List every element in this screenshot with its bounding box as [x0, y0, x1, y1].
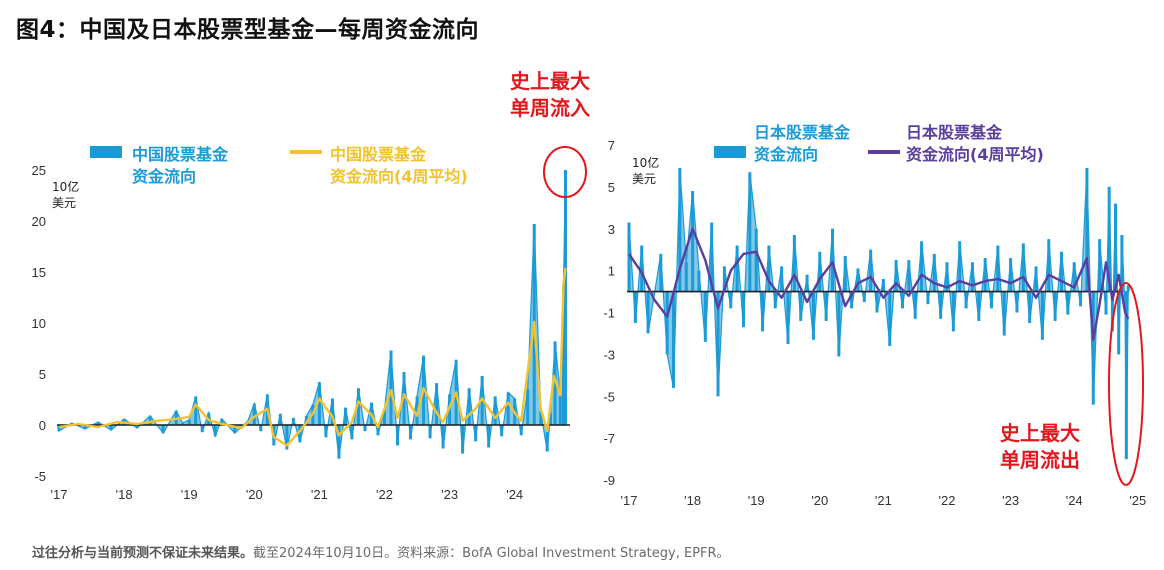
y-tick-label: 0: [39, 418, 46, 433]
x-tick-label: '22: [939, 493, 956, 508]
annotation-line2: 单周流入: [510, 96, 590, 120]
x-tick-label: '19: [181, 487, 198, 502]
y-tick-label: 3: [608, 222, 615, 237]
legend-label-line2: 资金流向: [754, 145, 818, 164]
y-tick-label: 15: [32, 265, 46, 280]
y-tick-label: 5: [608, 180, 615, 195]
japan-chart: 日本股票基金 资金流向 日本股票基金 资金流向(4周平均) 10亿 美元 7 5 3…: [603, 123, 1146, 508]
x-tick-label: '22: [376, 487, 393, 502]
x-tick-label: '23: [441, 487, 458, 502]
legend-swatch-bar: [714, 146, 746, 158]
japan-plot: [627, 167, 1130, 460]
y-unit-line2: 美元: [52, 196, 76, 210]
china-plot: [57, 169, 570, 459]
china-legend: 中国股票基金 资金流向 中国股票基金 资金流向(4周平均): [90, 145, 468, 186]
japan-legend: 日本股票基金 资金流向 日本股票基金 资金流向(4周平均): [714, 123, 1044, 164]
legend-label-line1: 日本股票基金: [754, 123, 851, 142]
four-week-average-line: [58, 267, 567, 447]
x-tick-label: '21: [875, 493, 892, 508]
annotation-line1: 史上最大: [510, 69, 590, 93]
y-tick-label: -5: [603, 389, 615, 404]
y-tick-label: 5: [39, 367, 46, 382]
y-tick-label: 7: [608, 138, 615, 153]
four-week-average-line: [628, 227, 1130, 341]
max-outflow-ellipse: [1108, 282, 1144, 486]
china-chart: 中国股票基金 资金流向 中国股票基金 资金流向(4周平均) 10亿 美元 252…: [32, 69, 590, 502]
x-tick-label: '17: [51, 487, 68, 502]
annotation-line2: 单周流出: [1000, 448, 1080, 472]
x-tick-label: '19: [748, 493, 765, 508]
legend-label-line1: 中国股票基金: [132, 145, 229, 164]
x-tick-label: '25: [1129, 493, 1146, 508]
y-tick-label: 20: [32, 214, 46, 229]
y-tick-label: -1: [603, 306, 615, 321]
x-tick-label: '20: [811, 493, 828, 508]
footnote-source: 截至2024年10月10日。资料来源：BofA Global Investmen…: [253, 546, 730, 561]
legend-label-line1: 中国股票基金: [330, 145, 427, 164]
x-tick-label: '24: [506, 487, 523, 502]
y-unit-line1: 10亿: [632, 155, 659, 170]
x-tick-label: '21: [311, 487, 328, 502]
china-y-ticks: 25 20 15 10 5 0 -5: [32, 163, 46, 484]
x-tick-label: '17: [621, 493, 638, 508]
legend-label-line2: 资金流向(4周平均): [906, 145, 1044, 164]
x-tick-label: '20: [246, 487, 263, 502]
y-tick-label: 25: [32, 163, 46, 178]
y-tick-label: -3: [603, 347, 615, 362]
x-tick-label: '18: [684, 493, 701, 508]
y-tick-label: -9: [603, 473, 615, 488]
legend-label-line2: 资金流向(4周平均): [330, 167, 468, 186]
japan-y-ticks: 7 5 3 1 -1 -3 -5 -7 -9: [603, 138, 615, 488]
page-title: 图4：中国及日本股票型基金—每周资金流向: [16, 17, 480, 43]
footnote: 过往分析与当前预测不保证未来结果。截至2024年10月10日。资料来源：BofA…: [32, 542, 730, 561]
y-tick-label: 10: [32, 316, 46, 331]
y-unit-line1: 10亿: [52, 179, 79, 194]
annotation-line1: 史上最大: [1000, 421, 1080, 445]
y-tick-label: -7: [603, 431, 615, 446]
y-tick-label: -5: [34, 469, 46, 484]
y-tick-label: 1: [608, 264, 615, 279]
max-inflow-circle: [543, 146, 587, 198]
x-tick-label: '18: [116, 487, 133, 502]
legend-label-line1: 日本股票基金: [906, 123, 1003, 142]
x-tick-label: '24: [1066, 493, 1083, 508]
china-x-ticks: '17 '18 '19 '20 '21 '22 '23 '24: [51, 487, 524, 502]
legend-label-line2: 资金流向: [132, 167, 196, 186]
footnote-disclaimer: 过往分析与当前预测不保证未来结果。: [32, 546, 254, 561]
legend-swatch-bar: [90, 146, 122, 158]
x-tick-label: '23: [1002, 493, 1019, 508]
y-unit-line2: 美元: [632, 172, 656, 186]
japan-x-ticks: '17 '18 '19 '20 '21 '22 '23 '24 '25: [621, 493, 1147, 508]
